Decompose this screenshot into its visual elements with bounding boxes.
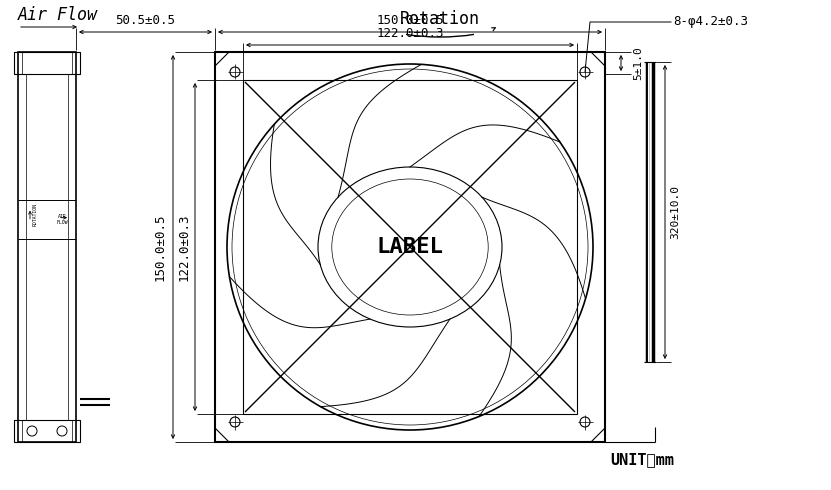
Text: 122.0±0.3: 122.0±0.3: [376, 27, 444, 40]
Text: LABEL: LABEL: [376, 237, 444, 257]
Text: 122.0±0.3: 122.0±0.3: [178, 213, 191, 281]
Text: Rotation: Rotation: [400, 10, 480, 28]
Bar: [243, 80, 577, 414]
Text: 50.5±0.5: 50.5±0.5: [116, 14, 175, 27]
Text: UNIT：mm: UNIT：mm: [610, 452, 674, 467]
Bar: [215, 52, 605, 442]
Text: ROTATION: ROTATION: [33, 203, 38, 226]
Text: 5±1.0: 5±1.0: [633, 46, 643, 80]
Bar: [18, 52, 76, 442]
Bar: [14, 52, 80, 74]
Text: Air Flow: Air Flow: [18, 6, 98, 24]
Text: 150.0±0.5: 150.0±0.5: [376, 14, 444, 27]
Text: 8-φ4.2±0.3: 8-φ4.2±0.3: [673, 16, 748, 28]
Bar: [14, 420, 80, 442]
Text: 150.0±0.5: 150.0±0.5: [154, 213, 167, 281]
Text: AIR
FLOW: AIR FLOW: [57, 214, 68, 225]
Text: 320±10.0: 320±10.0: [670, 185, 680, 239]
